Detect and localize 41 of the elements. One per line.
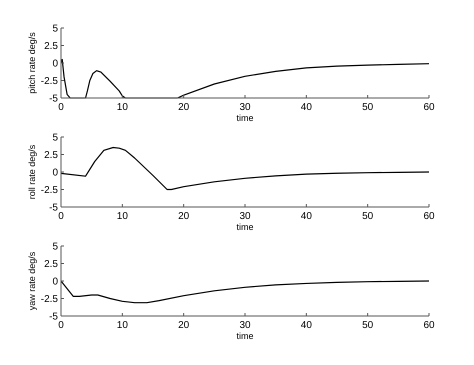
y-tick-label: -5 (49, 312, 58, 322)
y-axis-title: yaw rate deg/s (27, 251, 37, 310)
y-axis-title: roll rate deg/s (27, 144, 37, 200)
x-tick-label: 50 (362, 320, 374, 331)
y-tick-label: -2.5 (40, 185, 58, 196)
x-tick-label: 40 (300, 320, 312, 331)
y-tick-label: 5 (52, 132, 58, 144)
y-tick-label: -5 (49, 94, 58, 104)
x-tick-label: 10 (116, 102, 128, 113)
line-series (60, 280, 430, 304)
x-tick-label: 30 (239, 211, 251, 222)
x-axis-title: time (236, 222, 254, 232)
x-tick-label: 60 (423, 320, 435, 331)
x-tick-label: 10 (116, 211, 128, 222)
x-axis-title: time (236, 331, 254, 341)
y-tick-label: 2.5 (44, 150, 58, 161)
y-tick-label: 2.5 (44, 259, 58, 270)
y-tick-label: -2.5 (40, 294, 58, 305)
x-tick-label: 20 (178, 102, 190, 113)
y-tick-label: -2.5 (40, 76, 58, 87)
x-tick-label: 60 (423, 102, 435, 113)
y-axis-title: pitch rate deg/s (27, 32, 37, 94)
y-tick-label: 5 (52, 242, 58, 252)
x-tick-label: 50 (362, 102, 374, 113)
y-tick-label: 0 (52, 276, 58, 288)
line-series (60, 146, 430, 190)
y-tick-label: 0 (52, 58, 58, 70)
x-tick-label: 30 (239, 102, 251, 113)
y-tick-label: 2.5 (44, 41, 58, 52)
x-tick-label: 40 (300, 102, 312, 113)
x-tick-label: 60 (423, 211, 435, 222)
x-axis-title: time (236, 113, 254, 123)
x-tick-label: 30 (239, 320, 251, 331)
x-tick-label: 10 (116, 320, 128, 331)
y-tick-label: 5 (52, 24, 58, 34)
x-tick-label: 20 (178, 211, 190, 222)
x-tick-label: 50 (362, 211, 374, 222)
y-tick-label: 0 (52, 168, 58, 178)
x-tick-label: 20 (178, 320, 190, 331)
y-tick-label: -5 (49, 202, 58, 214)
x-tick-label: 40 (300, 211, 312, 222)
